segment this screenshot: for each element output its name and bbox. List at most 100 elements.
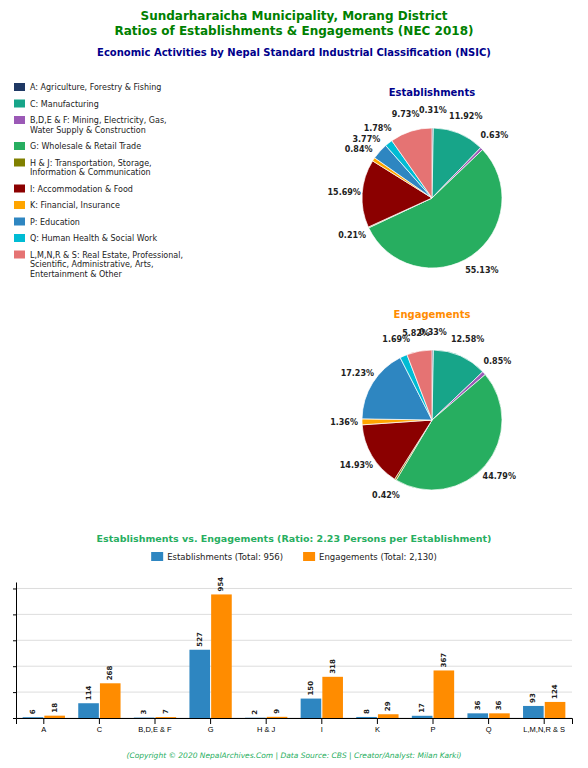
y-tick-mark	[13, 692, 16, 693]
legend-entry: C: Manufacturing	[30, 100, 99, 109]
bar	[378, 714, 399, 718]
grid-line	[16, 666, 572, 667]
data-label: 0.21%	[338, 231, 366, 240]
bar	[523, 706, 544, 718]
y-tick	[13, 640, 16, 641]
data-label: 93	[529, 693, 537, 703]
data-label: 12.58%	[451, 335, 484, 344]
x-tick-mark	[433, 718, 434, 724]
y-tick	[13, 588, 16, 589]
bar	[245, 717, 266, 718]
bar	[44, 716, 65, 718]
text-line: Entertainment & Other	[30, 270, 122, 279]
x-tick-label: K	[375, 725, 380, 734]
legend-entry: P: Education	[30, 218, 80, 227]
data-label: 114	[85, 685, 93, 700]
x-axis: ACB,D,E & FGH & JIKPQL,M,N,R & S	[17, 718, 573, 734]
x-axis-line	[17, 719, 573, 725]
data-label: 55.13%	[465, 266, 498, 275]
legend-swatch	[303, 552, 315, 561]
bars	[23, 594, 566, 718]
x-tick: A	[41, 718, 46, 734]
data-label: 2	[251, 710, 259, 715]
bar	[78, 703, 99, 718]
legend-entry: Establishments (Total: 956)	[167, 552, 283, 562]
data-label: 268	[106, 666, 114, 681]
x-tick-mark	[266, 718, 267, 724]
legend-item: Establishments (Total: 956)	[151, 552, 283, 562]
legend-entry: Q: Human Health & Social Work	[30, 234, 157, 243]
x-tick: P	[430, 718, 435, 734]
text-line: Scientific, Administrative, Arts,	[30, 260, 154, 269]
pie-title: Establishments	[389, 87, 475, 98]
text-line: Information & Communication	[30, 168, 151, 177]
legend-entry: G: Wholesale & Retail Trade	[30, 142, 141, 151]
x-tick: L,M,N,R & S	[523, 718, 565, 734]
legend: A: Agriculture, Forestry & Fishing C: Man…	[14, 83, 183, 279]
data-label: 124	[551, 684, 559, 699]
bar	[412, 716, 433, 718]
x-tick-mark	[544, 718, 545, 724]
text-line: I: Accommodation & Food	[30, 185, 133, 194]
y-tick-mark	[13, 588, 16, 589]
grid-line	[16, 614, 572, 615]
data-label: 17	[418, 703, 426, 713]
pie-title: Engagements	[394, 309, 471, 320]
text-line: P: Education	[30, 218, 80, 227]
x-tick-mark	[488, 718, 489, 724]
bar	[356, 717, 377, 718]
pie-slice	[392, 128, 432, 198]
legend-swatch	[14, 159, 25, 167]
bar	[545, 702, 566, 718]
title: Sundarharaicha Municipality, Morang Dist…	[115, 9, 474, 38]
legend-entry: Engagements (Total: 2,130)	[319, 552, 437, 562]
y-axis	[13, 583, 17, 719]
data-label: 18	[51, 703, 59, 713]
x-tick-label: H & J	[257, 725, 276, 734]
data-label: 7	[162, 709, 170, 714]
y-tick	[13, 614, 16, 615]
text-line: L,M,N,R & S: Real Estate, Professional,	[30, 251, 183, 260]
bar	[267, 717, 288, 718]
legend-entry: B,D,E & F: Mining, Electricity, Gas,Wate…	[30, 116, 167, 135]
grid-line	[16, 692, 572, 693]
bar	[100, 683, 121, 718]
legend-entry: K: Financial, Insurance	[30, 201, 120, 210]
bar	[211, 594, 232, 718]
data-label: 29	[384, 701, 392, 711]
legend-swatch	[14, 234, 25, 242]
legend-swatch	[14, 251, 25, 259]
x-tick-label: I	[321, 725, 323, 734]
bar	[23, 717, 44, 718]
bar	[322, 677, 343, 718]
footer: (Copyright © 2020 NepalArchives.Com | Da…	[127, 751, 462, 760]
data-label: 3.77%	[352, 135, 380, 144]
data-label: 9	[273, 709, 281, 714]
legend-swatch	[14, 83, 25, 91]
legend-swatch	[14, 185, 25, 193]
x-tick: C	[97, 718, 103, 734]
data-label: 0.85%	[484, 357, 512, 366]
x-tick-mark	[377, 718, 378, 724]
y-tick	[13, 692, 16, 693]
x-tick-label: P	[430, 725, 435, 734]
bar	[189, 650, 210, 718]
x-tick-mark	[43, 718, 44, 724]
data-label: 0.42%	[372, 491, 400, 500]
legend-entry: A: Agriculture, Forestry & Fishing	[30, 83, 161, 92]
data-label: 3	[140, 710, 148, 715]
data-label: 1.36%	[330, 418, 358, 427]
slices	[362, 128, 502, 268]
x-tick: H & J	[257, 718, 276, 734]
x-tick-mark	[155, 718, 156, 724]
y-tick-mark	[13, 614, 16, 615]
bar	[156, 717, 177, 718]
x-tick-label: Q	[486, 725, 492, 734]
pie-slice	[407, 350, 432, 420]
grid-line	[16, 640, 572, 641]
legend-entry: I: Accommodation & Food	[30, 185, 133, 194]
data-label: 44.79%	[483, 472, 516, 481]
data-labels: 6114352721508173693182687954931829367361…	[29, 577, 559, 715]
legend-swatch	[14, 218, 25, 226]
chart-root: Sundarharaicha Municipality, Morang Dist…	[0, 0, 588, 768]
